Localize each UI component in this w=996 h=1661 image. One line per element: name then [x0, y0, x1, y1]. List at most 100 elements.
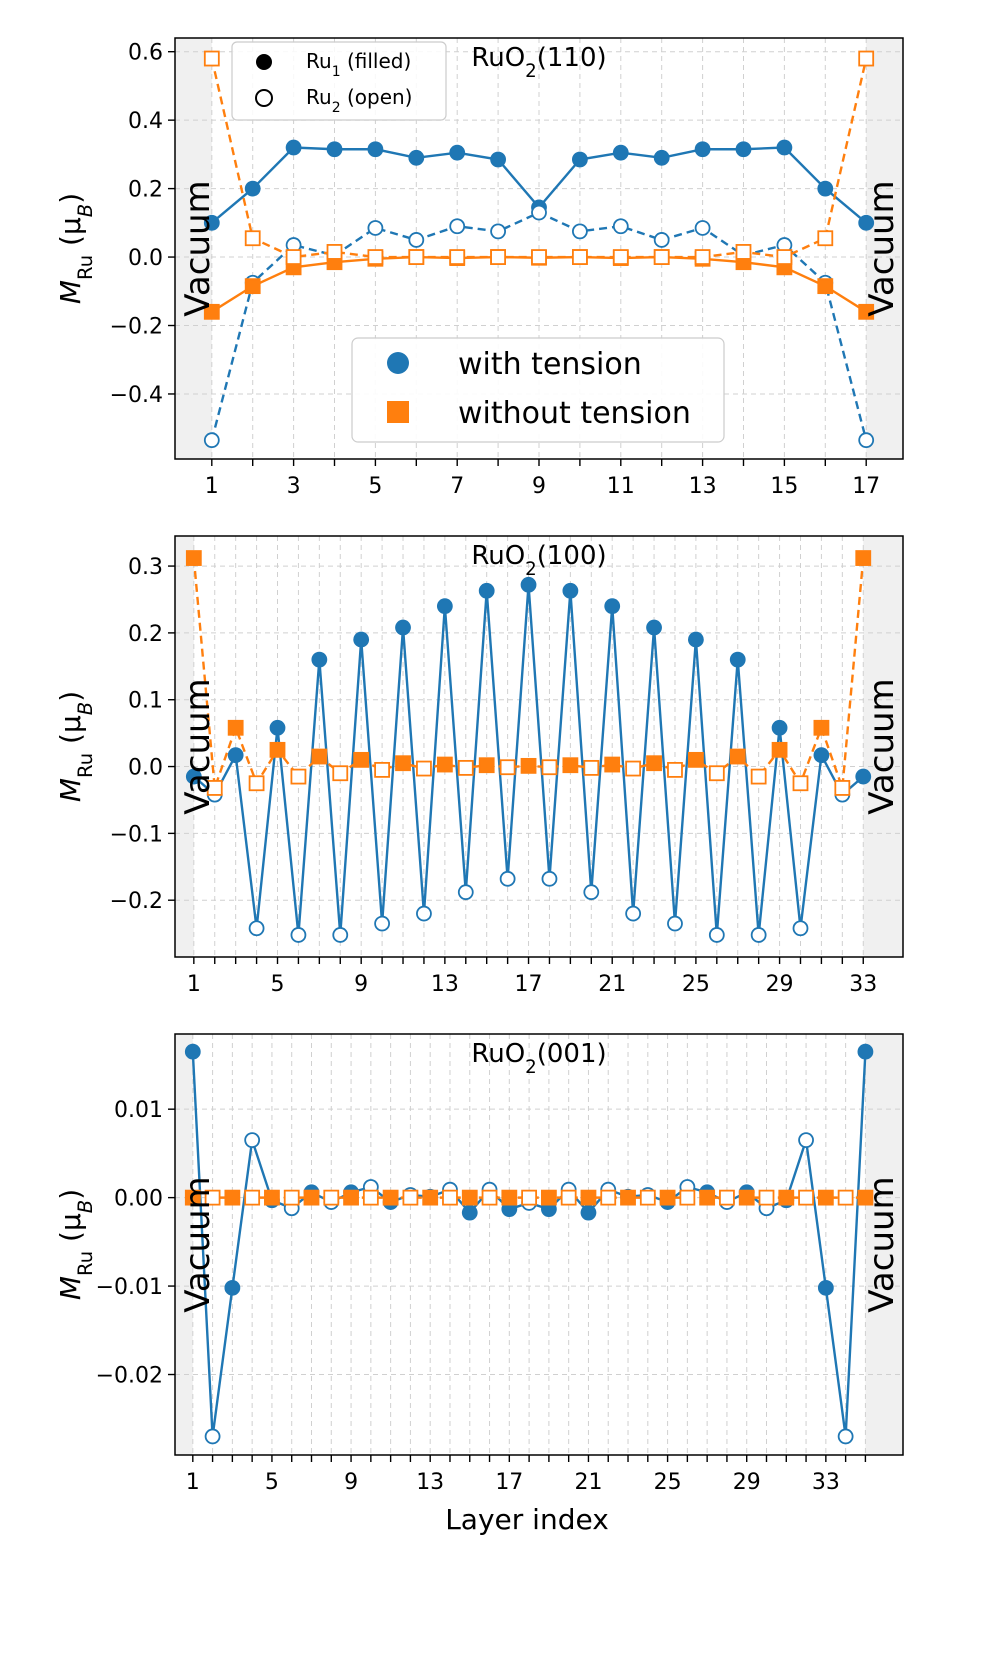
legend-without-tension-marker — [387, 401, 409, 423]
data-point-ru1 — [813, 747, 830, 764]
data-point-ru1 — [562, 582, 579, 599]
y-tick-label: −0.01 — [96, 1275, 163, 1300]
data-point-ru1 — [224, 1279, 241, 1296]
data-point-ru2 — [362, 1189, 379, 1206]
series-2 — [184, 1189, 874, 1206]
x-tick-label: 21 — [574, 1470, 602, 1495]
data-point-ru2 — [449, 249, 466, 265]
y-tick-label: 0.3 — [128, 555, 163, 580]
data-point-ru1 — [540, 1189, 557, 1206]
y-tick-label: 0.00 — [114, 1187, 163, 1212]
data-point-ru2 — [449, 218, 466, 235]
y-ticks: −0.02 −0.01 0.00 0.01 — [96, 1098, 175, 1389]
x-tick-label: 9 — [532, 474, 546, 499]
data-point-ru2 — [283, 1189, 300, 1206]
data-point-ru1 — [771, 719, 788, 736]
data-point-ru2 — [858, 432, 875, 449]
data-point-ru1 — [858, 303, 875, 320]
x-tick-label: 25 — [682, 972, 710, 997]
data-point-ru1 — [646, 755, 662, 772]
x-tick-label: 29 — [766, 972, 794, 997]
data-point-ru2 — [560, 1189, 577, 1206]
data-point-ru1 — [422, 1189, 439, 1206]
panel-2: 1 5 9 13 17 21 25 29 33 −0.2 −0.1 0.0 0.1 0.2 0.3 RuO2(… — [54, 535, 904, 997]
data-point-ru2 — [708, 927, 725, 943]
y-ticks: −0.2 −0.1 0.0 0.1 0.2 0.3 — [110, 555, 175, 914]
data-point-ru1 — [612, 144, 629, 161]
y-tick-label: 0.0 — [128, 246, 163, 271]
x-tick-label: 11 — [607, 474, 635, 499]
vacuum-label-right: Vacuum — [862, 1176, 902, 1312]
x-tick-label: 7 — [450, 474, 464, 499]
x-tick-label: 15 — [770, 474, 798, 499]
axes-frame — [174, 535, 904, 958]
data-point-ru2 — [834, 780, 851, 796]
data-point-ru2 — [776, 249, 793, 265]
x-tick-label: 13 — [689, 474, 717, 499]
x-tick-label: 3 — [287, 474, 301, 499]
legend-markers: Ru1 (filled) Ru2 (open) — [231, 41, 447, 121]
vacuum-region-left — [175, 38, 212, 459]
y-axis-label: MRu (μB) — [54, 1189, 97, 1300]
vacuum-region-right — [863, 536, 903, 957]
x-tick-label: 29 — [733, 1470, 761, 1495]
x-axis-label: Layer index — [445, 1503, 609, 1536]
data-point-ru1 — [227, 747, 244, 764]
data-point-ru2 — [653, 232, 670, 248]
data-point-ru2 — [323, 1189, 340, 1206]
x-ticks: 1 5 9 13 17 21 25 29 33 — [186, 1455, 867, 1495]
data-point-ru2 — [290, 768, 307, 785]
y-tick-label: 0.0 — [128, 756, 163, 781]
series-group — [184, 1043, 874, 1445]
legend-with-tension-marker — [387, 352, 409, 374]
data-point-ru2 — [203, 50, 220, 67]
series-group — [185, 550, 872, 943]
data-point-ru2 — [204, 1428, 221, 1445]
x-tick-label: 1 — [187, 972, 201, 997]
x-tick-label: 25 — [654, 1470, 682, 1495]
data-point-ru2 — [416, 905, 432, 922]
data-point-ru2 — [583, 884, 600, 901]
data-point-ru1 — [687, 751, 704, 768]
data-point-ru2 — [402, 1189, 419, 1206]
data-point-ru2 — [612, 218, 629, 235]
data-point-ru2 — [490, 223, 507, 240]
data-point-ru1 — [478, 757, 495, 774]
data-point-ru2 — [719, 1189, 735, 1206]
data-point-ru2 — [332, 765, 349, 782]
data-point-ru1 — [580, 1189, 597, 1206]
data-point-ru2 — [367, 220, 384, 236]
vacuum-region-left — [175, 536, 194, 957]
data-point-ru2 — [837, 1189, 854, 1206]
data-point-ru2 — [667, 761, 683, 778]
x-tick-label: 5 — [271, 972, 285, 997]
vacuum-region-right — [866, 38, 903, 459]
data-point-ru2 — [499, 870, 516, 887]
data-point-ru2 — [408, 232, 425, 248]
data-point-ru1 — [694, 141, 711, 158]
data-point-ru1 — [395, 755, 411, 772]
data-point-ru1 — [184, 1189, 201, 1206]
data-point-ru1 — [185, 768, 202, 785]
x-ticks: 1 5 9 13 17 21 25 29 33 — [187, 957, 877, 997]
data-point-ru2 — [583, 759, 600, 776]
data-point-ru1 — [817, 1189, 834, 1206]
data-point-ru2 — [416, 760, 432, 777]
data-point-ru1 — [185, 550, 202, 566]
data-point-ru1 — [501, 1189, 518, 1206]
x-ticks: 1 3 5 7 9 11 13 15 17 — [205, 459, 880, 499]
data-point-ru1 — [408, 149, 425, 166]
data-point-ru2 — [490, 249, 507, 265]
data-point-ru1 — [778, 1189, 795, 1206]
y-tick-label: 0.6 — [128, 41, 163, 66]
data-point-ru1 — [659, 1189, 676, 1206]
data-point-ru1 — [311, 748, 328, 765]
x-tick-label: 5 — [368, 474, 382, 499]
data-point-ru1 — [461, 1204, 478, 1221]
data-point-ru1 — [269, 719, 286, 736]
data-point-ru1 — [738, 1189, 755, 1206]
data-point-ru2 — [679, 1189, 696, 1206]
data-point-ru1 — [699, 1189, 716, 1206]
legend-open-marker — [255, 89, 273, 107]
